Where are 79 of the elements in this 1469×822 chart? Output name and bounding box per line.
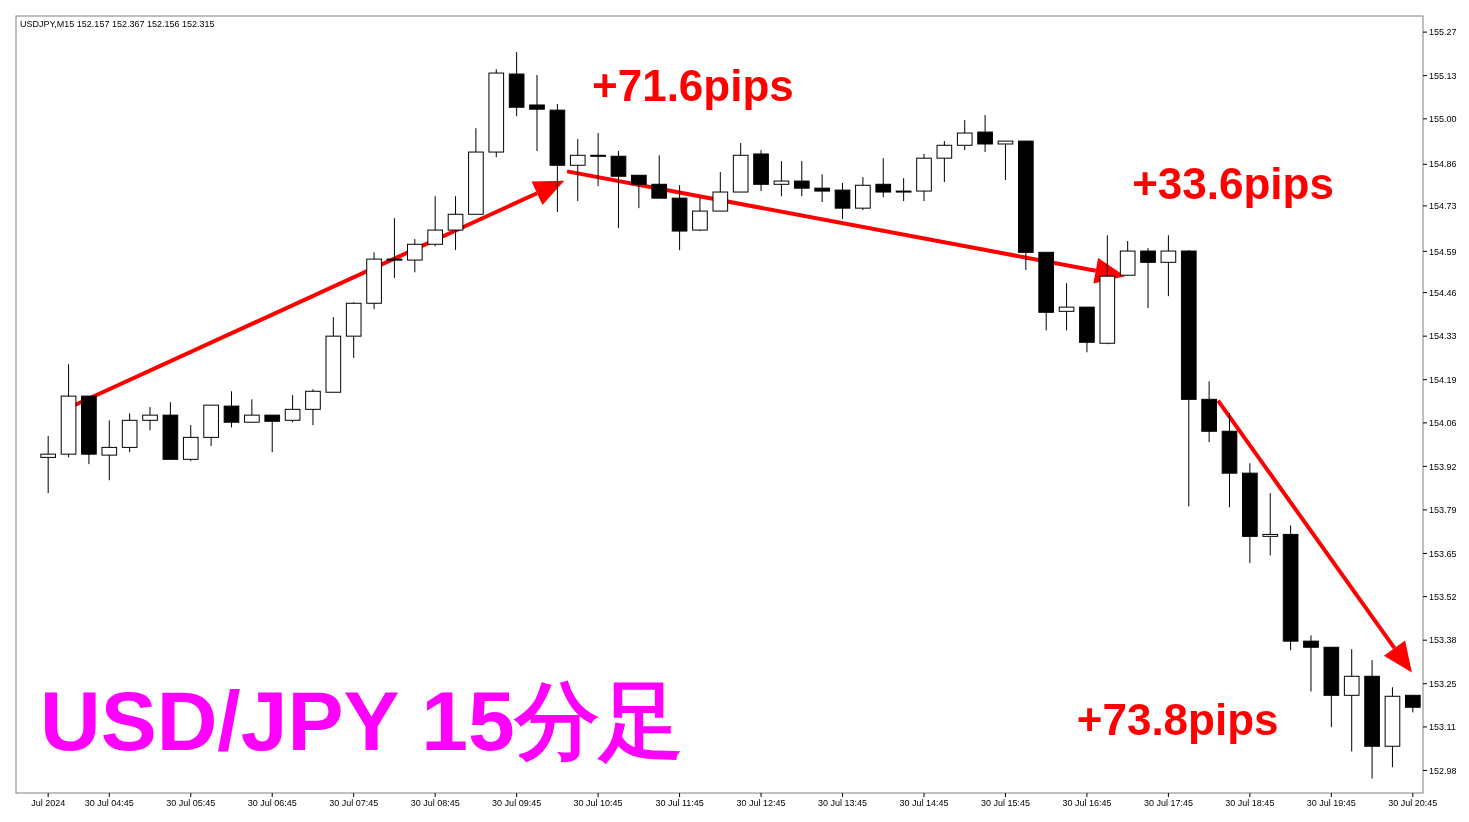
candlestick: [590, 132, 606, 187]
candlestick: [223, 390, 240, 428]
candlestick: [529, 74, 545, 152]
y-tick-label: 153.38: [1429, 635, 1457, 646]
candlestick: [101, 419, 118, 481]
candlestick: [264, 414, 281, 453]
y-tick-label: 155.27: [1429, 27, 1457, 38]
y-tick-label: 154.86: [1429, 159, 1457, 170]
candlestick: [855, 176, 871, 211]
candlestick: [406, 238, 423, 273]
annotation: +73.8pips: [1076, 694, 1279, 744]
candlestick: [1343, 648, 1360, 752]
candlestick: [182, 424, 199, 462]
candlestick: [977, 114, 993, 153]
candlestick: [631, 174, 647, 209]
x-tick-label: 30 Jul 15:45: [980, 798, 1030, 808]
x-tick-label: 30 Jul 11:45: [655, 798, 704, 808]
y-tick-label: 154.19: [1429, 374, 1457, 385]
x-tick-label: 30 Jul 16:45: [1062, 798, 1112, 808]
text: USD/JPY 15分足: [40, 674, 683, 768]
y-tick-label: 155.00: [1429, 114, 1457, 124]
candlestick: [997, 140, 1014, 181]
x-tick-label: 30 Jul 09:45: [492, 798, 542, 808]
candlestick: [1058, 282, 1075, 331]
annotation: +33.6pips: [1132, 158, 1334, 208]
chart-subtitle: USDJPY,M15 152.157 152.367 152.156 152.315: [20, 19, 215, 29]
annotation: +71.6pips: [592, 61, 794, 111]
candlestick: [773, 160, 790, 197]
y-tick-label: 153.25: [1429, 678, 1457, 689]
candlestick: [569, 138, 586, 202]
candlestick: [814, 173, 830, 203]
candlestick: [651, 154, 668, 199]
candlestick: [1160, 234, 1177, 297]
candlestick: [793, 160, 810, 197]
y-tick-label: 154.73: [1429, 201, 1457, 212]
candlestick: [875, 157, 892, 198]
x-tick-label: 30 Jul 19:45: [1306, 798, 1356, 808]
x-tick-label: 30 Jul 07:45: [329, 798, 379, 808]
y-tick-label: 152.98: [1429, 765, 1457, 776]
y-tick-label: 154.33: [1429, 331, 1457, 342]
y-tick-label: 153.11: [1429, 722, 1456, 733]
x-tick-label: Jul 2024: [31, 798, 66, 808]
candlestick: [305, 388, 321, 426]
candlestick: [244, 398, 260, 423]
x-tick-label: 30 Jul 17:45: [1143, 798, 1193, 808]
candlestick: [1140, 247, 1156, 309]
x-tick-label: 30 Jul 04:45: [84, 798, 134, 808]
y-tick-label: 154.46: [1429, 287, 1457, 298]
candlestick: [142, 406, 158, 431]
y-tick-label: 153.79: [1429, 505, 1457, 516]
candlestick: [40, 435, 57, 494]
y-tick-label: 155.13: [1429, 70, 1457, 81]
candlestick: [692, 196, 708, 232]
x-tick-label: 30 Jul 18:45: [1225, 798, 1275, 808]
candlestick: [834, 182, 851, 220]
candlestick: [386, 217, 403, 279]
x-tick-label: 30 Jul 08:45: [410, 798, 460, 808]
candlestick: [712, 171, 729, 212]
candlestick: [895, 177, 912, 202]
y-tick-label: 153.65: [1429, 548, 1457, 559]
candlestick: [447, 195, 464, 251]
candlestick: [936, 140, 953, 183]
y-tick-label: 154.06: [1429, 418, 1457, 429]
candlestick: [956, 119, 973, 151]
x-tick-label: 30 Jul 05:45: [166, 798, 216, 808]
x-tick-label: 30 Jul 12:45: [736, 798, 786, 808]
candlestick: [427, 195, 443, 247]
candlestick: [1303, 634, 1319, 692]
x-tick-label: 30 Jul 13:45: [818, 798, 868, 808]
x-tick-label: 30 Jul 06:45: [247, 798, 297, 808]
candlestick: [284, 394, 301, 423]
y-tick-label: 153.92: [1429, 461, 1457, 472]
y-tick-label: 153.52: [1429, 591, 1457, 602]
candlestick: [1262, 492, 1279, 556]
x-tick-label: 30 Jul 14:45: [899, 798, 949, 808]
candlestick: [610, 150, 627, 229]
x-tick-label: 30 Jul 20:45: [1388, 798, 1438, 808]
y-tick-label: 154.59: [1429, 246, 1457, 257]
x-tick-label: 30 Jul 10:45: [573, 798, 623, 808]
